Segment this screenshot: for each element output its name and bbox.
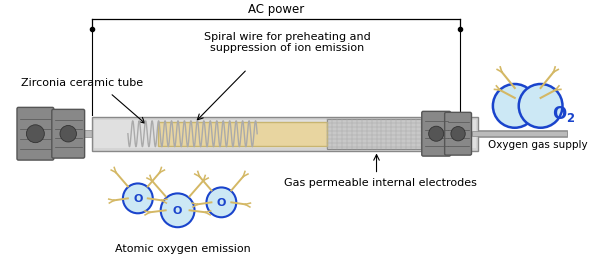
Text: O: O (133, 194, 143, 204)
Bar (94, 120, 476, 148)
Circle shape (428, 126, 444, 141)
Bar (158, 122, 327, 146)
FancyBboxPatch shape (422, 111, 451, 156)
Bar (472, 131, 568, 136)
Text: O: O (173, 206, 182, 216)
Bar (50, 130, 568, 137)
FancyBboxPatch shape (445, 112, 472, 155)
Text: $\mathbf{O_2}$: $\mathbf{O_2}$ (551, 104, 575, 124)
Circle shape (123, 184, 153, 213)
Bar (327, 119, 426, 149)
Text: Oxygen gas supply: Oxygen gas supply (488, 140, 587, 150)
Circle shape (451, 127, 465, 141)
Circle shape (519, 84, 562, 128)
FancyBboxPatch shape (17, 107, 54, 160)
Text: AC power: AC power (248, 3, 304, 16)
Circle shape (161, 193, 194, 227)
Text: Spiral wire for preheating and
suppression of ion emission: Spiral wire for preheating and suppressi… (203, 32, 370, 53)
Text: Gas permeable internal electrodes: Gas permeable internal electrodes (284, 178, 477, 189)
Circle shape (206, 188, 236, 217)
Text: Zirconia ceramic tube: Zirconia ceramic tube (21, 78, 143, 88)
Circle shape (60, 126, 76, 142)
Circle shape (493, 84, 536, 128)
Bar (92, 117, 478, 151)
Circle shape (26, 125, 44, 143)
Text: O: O (217, 198, 226, 208)
FancyBboxPatch shape (52, 109, 85, 158)
Text: Atomic oxygen emission: Atomic oxygen emission (115, 244, 250, 254)
